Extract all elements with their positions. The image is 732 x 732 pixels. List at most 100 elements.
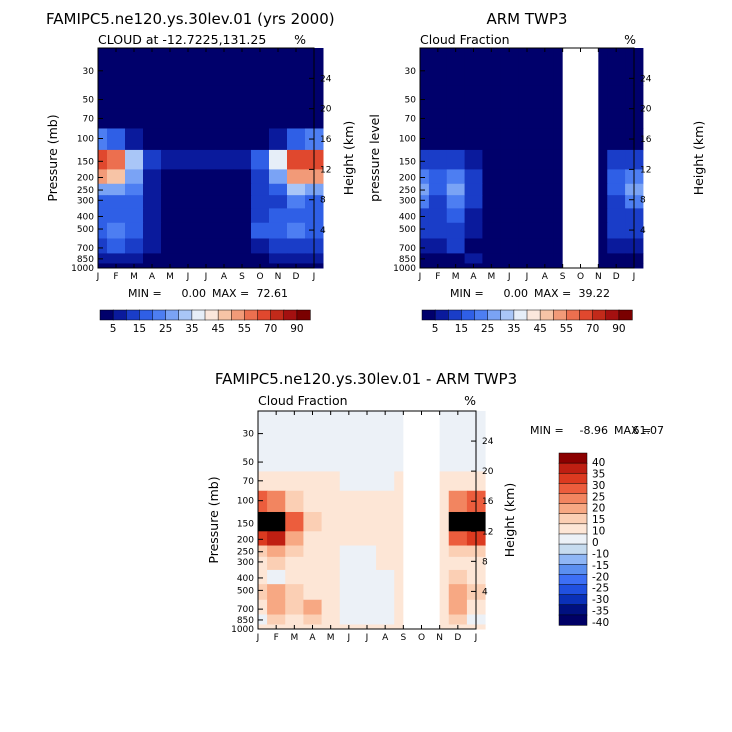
x-tick-label: F — [435, 272, 440, 282]
contour-cell — [269, 169, 288, 185]
height-tick-label: 20 — [320, 105, 332, 115]
contour-cell — [285, 569, 304, 585]
contour-cell — [251, 128, 270, 151]
colorbar-label: 20 — [592, 503, 605, 515]
colorbar-swatch — [566, 309, 581, 321]
contour-cell — [269, 48, 288, 86]
contour-cell — [251, 208, 270, 224]
contour-cell — [303, 614, 323, 625]
contour-cell — [258, 447, 268, 472]
x-tick-label: J — [204, 272, 208, 282]
contour-cell — [420, 48, 430, 86]
contour-cell — [376, 471, 395, 492]
height-tick-label: 8 — [640, 196, 646, 206]
contour-cell — [446, 108, 466, 129]
panel-model-max-value: 72.61 — [257, 287, 289, 300]
pressure-tick-label: 100 — [77, 135, 94, 145]
pressure-tick-label: 150 — [77, 157, 94, 167]
contour-cell — [500, 183, 519, 196]
contour-cell — [267, 447, 286, 472]
contour-cell — [339, 614, 359, 625]
colorbar-label: 10 — [592, 526, 605, 538]
colorbar-label: 15 — [455, 323, 468, 335]
pressure-tick-label: 1000 — [393, 264, 416, 274]
contour-cell — [428, 238, 448, 254]
contour-cell — [285, 411, 304, 449]
contour-cell — [215, 195, 234, 209]
pressure-tick-label: 400 — [399, 212, 416, 222]
missing-data-band — [562, 48, 599, 268]
contour-cell — [446, 128, 466, 151]
contour-cell — [98, 169, 108, 185]
contour-cell — [285, 614, 304, 625]
contour-cell — [267, 471, 286, 492]
pressure-tick-label: 200 — [237, 535, 254, 545]
colorbar-swatch — [112, 309, 127, 321]
colorbar-swatch — [558, 483, 588, 495]
x-tick-label: N — [595, 272, 602, 282]
contour-cell — [428, 85, 448, 110]
contour-cell — [339, 545, 359, 558]
contour-cell — [269, 183, 288, 196]
contour-cell — [446, 149, 466, 170]
contour-cell — [125, 208, 144, 224]
x-tick-label: J — [312, 272, 316, 282]
contour-cell — [179, 149, 198, 170]
contour-cell — [482, 149, 501, 170]
contour-cell — [161, 48, 180, 86]
contour-cell — [161, 128, 180, 151]
panel-obs-colorbar: 5 15 25 35 45 55 70 90 — [421, 309, 633, 335]
x-tick-label: A — [470, 272, 477, 282]
panel-diff-min-label: MIN = — [530, 424, 564, 437]
contour-cell — [143, 238, 162, 254]
height-tick-label: 24 — [640, 74, 652, 84]
contour-cell — [107, 85, 126, 110]
contour-cell — [215, 128, 234, 151]
contour-cell — [321, 545, 341, 558]
contour-cell — [258, 511, 268, 532]
panel-diff-ylabel: Pressure (mb) — [206, 476, 221, 563]
height-tick-label: 12 — [640, 165, 651, 175]
height-tick-label: 16 — [320, 135, 332, 145]
contour-cell — [607, 208, 626, 224]
panel-obs-height-ticks: 24 20 16 12 8 4 — [629, 74, 652, 236]
contour-cell — [179, 238, 198, 254]
panel-diff-title: FAMIPC5.ne120.ys.30lev.01 - ARM TWP3 — [215, 370, 517, 388]
x-tick-label: N — [436, 633, 443, 643]
contour-cell — [376, 614, 395, 625]
contour-cell — [357, 531, 377, 547]
contour-cell — [357, 490, 377, 513]
contour-cell — [179, 85, 198, 110]
pressure-tick-label: 700 — [237, 605, 254, 615]
contour-cell — [420, 263, 430, 269]
panel-model-subtitle: CLOUD at -12.7225,131.25 — [98, 32, 266, 47]
contour-cell — [428, 183, 448, 196]
contour-cell — [420, 149, 430, 170]
contour-cell — [464, 169, 483, 185]
contour-cell — [464, 238, 483, 254]
pressure-tick-label: 500 — [399, 225, 416, 235]
panel-diff-height-ticks: 24 20 16 12 8 4 — [471, 437, 494, 597]
contour-cell — [303, 584, 323, 601]
x-tick-label: A — [382, 633, 389, 643]
pressure-tick-label: 250 — [237, 548, 254, 558]
contour-cell — [448, 584, 468, 601]
contour-cell — [518, 253, 537, 264]
pressure-tick-label: 500 — [237, 586, 254, 596]
contour-cell — [287, 108, 306, 129]
contour-cell — [179, 48, 198, 86]
colorbar-label: 35 — [592, 468, 605, 480]
contour-cell — [448, 411, 468, 449]
colorbar-swatch — [165, 309, 180, 321]
contour-cell — [287, 195, 306, 209]
contour-cell — [197, 195, 216, 209]
contour-cell — [258, 599, 268, 616]
contour-cell — [518, 85, 537, 110]
colorbar-swatch — [558, 493, 588, 505]
colorbar-swatch — [618, 309, 633, 321]
contour-cell — [161, 108, 180, 129]
contour-cell — [107, 149, 126, 170]
